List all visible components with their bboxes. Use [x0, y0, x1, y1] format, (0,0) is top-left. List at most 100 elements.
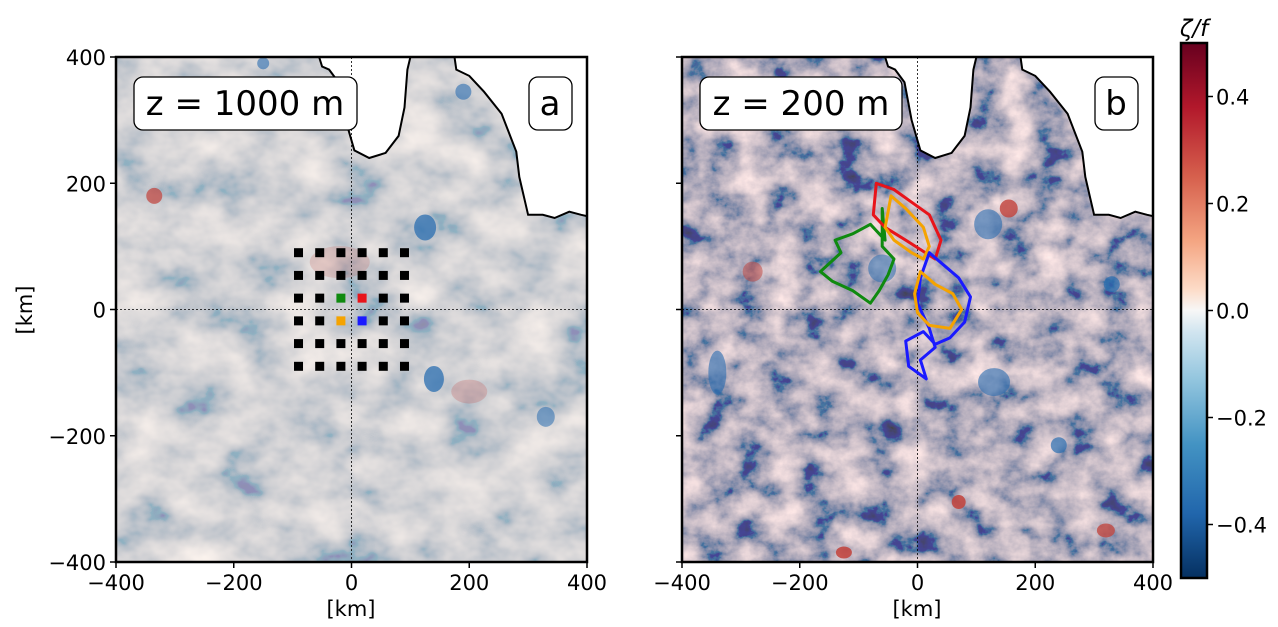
y-tick-label: −200: [48, 425, 106, 449]
coastline: [1019, 57, 1153, 220]
vorticity-field-a: [116, 57, 587, 562]
eddy: [708, 350, 727, 395]
colorbar-tick-label: 0.2: [1216, 193, 1249, 217]
release-marker: [315, 361, 325, 371]
colorbar-tick-label: −0.4: [1216, 514, 1267, 538]
release-marker: [294, 316, 304, 326]
release-marker: [399, 248, 409, 258]
release-marker: [294, 361, 304, 371]
x-tick-label: 0: [911, 571, 924, 595]
eddy: [423, 365, 444, 392]
y-tick-label: −400: [48, 551, 106, 575]
eddy: [451, 379, 488, 404]
release-marker: [294, 339, 304, 349]
eddy: [1096, 523, 1115, 538]
release-marker: [315, 293, 325, 303]
release-marker: [315, 316, 325, 326]
coastline: [318, 57, 412, 160]
panel-a-xlabel: [km]: [326, 597, 375, 621]
release-marker: [378, 293, 388, 303]
release-marker: [378, 270, 388, 280]
release-marker: [294, 270, 304, 280]
x-tick-label: 0: [345, 571, 358, 595]
eddy: [146, 187, 163, 204]
release-marker: [399, 339, 409, 349]
release-marker-green: [336, 293, 346, 303]
release-marker: [378, 361, 388, 371]
release-marker: [357, 339, 367, 349]
eddy: [951, 495, 966, 510]
release-marker: [315, 270, 325, 280]
release-marker: [357, 248, 367, 258]
release-marker: [336, 270, 346, 280]
colorbar-label: ζ/f: [1179, 16, 1211, 42]
panel-b-letter: b: [1105, 84, 1127, 124]
panel-b-xlabel: [km]: [892, 597, 941, 621]
colorbar-tick-label: 0.0: [1216, 300, 1249, 324]
release-marker: [399, 270, 409, 280]
eddy: [1050, 437, 1067, 454]
vorticity-field-b: [682, 57, 1153, 562]
x-tick-label: 200: [1015, 571, 1055, 595]
eddy: [309, 246, 370, 279]
panel-a: −400 −200 0 200 400 −400 −200 0 200 400 z = 1000 …: [13, 46, 607, 621]
eddy: [1103, 276, 1120, 293]
release-marker: [315, 339, 325, 349]
panel-a-depth-text: z = 1000 m: [146, 84, 344, 124]
release-marker: [315, 248, 325, 258]
release-marker: [357, 270, 367, 280]
release-marker: [399, 316, 409, 326]
x-tick-label: −200: [771, 571, 829, 595]
colorbar-gradient: [1179, 41, 1209, 580]
coastline: [884, 57, 978, 160]
panel-a-depth-label: z = 1000 m: [133, 76, 358, 131]
x-tick-label: 200: [449, 571, 489, 595]
eddy: [835, 546, 852, 559]
eddy: [999, 199, 1018, 218]
release-marker-red: [357, 293, 367, 303]
x-tick-label: −200: [205, 571, 263, 595]
release-marker: [294, 248, 304, 258]
release-marker: [336, 248, 346, 258]
panel-b-letter-box: b: [1094, 76, 1139, 131]
x-tick-label: 400: [1133, 571, 1173, 595]
panel-a-ylabel: [km]: [13, 285, 37, 334]
eddy: [742, 261, 763, 282]
y-tick-label: 200: [66, 172, 106, 196]
particle-cloud-orange: [883, 194, 931, 261]
panel-b-depth-label: z = 200 m: [699, 76, 903, 131]
release-marker: [378, 339, 388, 349]
release-marker: [357, 361, 367, 371]
eddy: [978, 368, 1011, 397]
release-marker: [336, 361, 346, 371]
panel-b-depth-text: z = 200 m: [713, 84, 890, 124]
release-marker-orange: [336, 316, 346, 326]
eddy: [536, 406, 555, 427]
x-tick-label: −400: [653, 571, 711, 595]
release-marker: [378, 316, 388, 326]
particle-cloud-green: [818, 207, 896, 305]
particle-cloud-orange: [913, 270, 964, 330]
release-marker: [399, 293, 409, 303]
eddy: [257, 57, 270, 70]
release-marker-blue: [357, 316, 367, 326]
eddy: [455, 83, 472, 100]
release-marker: [336, 339, 346, 349]
eddy: [974, 209, 1003, 240]
panel-a-letter-box: a: [528, 76, 573, 131]
x-tick-label: 400: [567, 571, 607, 595]
release-marker: [378, 248, 388, 258]
eddy: [414, 214, 437, 241]
panel-a-letter: a: [540, 84, 561, 124]
y-tick-label: 0: [93, 299, 106, 323]
land-mass: [885, 57, 977, 158]
colorbar-tick-label: −0.2: [1216, 407, 1267, 431]
x-tick-label: −400: [87, 571, 145, 595]
colorbar-tick-label: 0.4: [1216, 86, 1249, 110]
coastline: [453, 57, 587, 220]
release-marker: [399, 361, 409, 371]
colorbar: ζ/f 0.4 0.2 0.0 −0.2 −0.4: [1179, 16, 1267, 580]
panel-b: −400 −200 0 200 400 z = 200 m b [km]: [653, 55, 1173, 621]
